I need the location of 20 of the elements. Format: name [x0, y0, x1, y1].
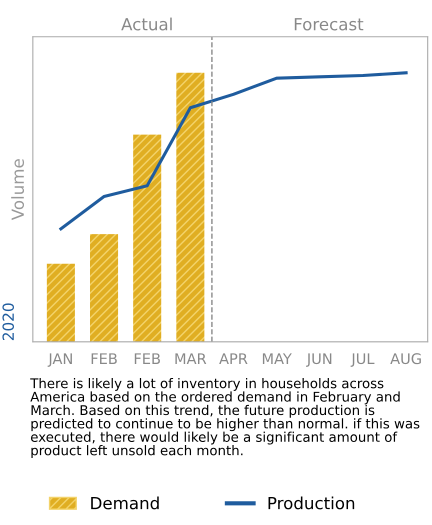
text: 2020	[2, 303, 14, 340]
bar	[46, 264, 75, 342]
legend-label: Production	[268, 496, 354, 510]
x-tick-label: JUL	[350, 353, 374, 367]
x-tick-label: FEB	[92, 353, 117, 364]
x-tick-label: AUG	[390, 353, 421, 364]
bar	[133, 134, 162, 342]
x-tick-label: FEB	[134, 353, 160, 364]
y-axis-title: Volume	[11, 159, 24, 220]
text: Actual	[121, 18, 172, 30]
text: Forecast	[294, 18, 364, 30]
text: There is likely a lot of inventory in households across America based on the ordered demand in February and March. Based on this trend, the future production is predicted to continue to be higher than normal. if this was executed, there would likely be a significant amount of product left unsold each month.	[30, 378, 420, 458]
x-tick-label: JUN	[306, 353, 332, 367]
x-tick-label: JAN	[48, 353, 72, 367]
legend-label: Demand	[91, 496, 159, 510]
x-tick-label: APR	[219, 353, 248, 364]
x-tick-label: MAR	[175, 353, 206, 364]
bar	[90, 234, 118, 342]
x-tick-label: MAY	[262, 353, 292, 364]
bar	[176, 72, 204, 342]
